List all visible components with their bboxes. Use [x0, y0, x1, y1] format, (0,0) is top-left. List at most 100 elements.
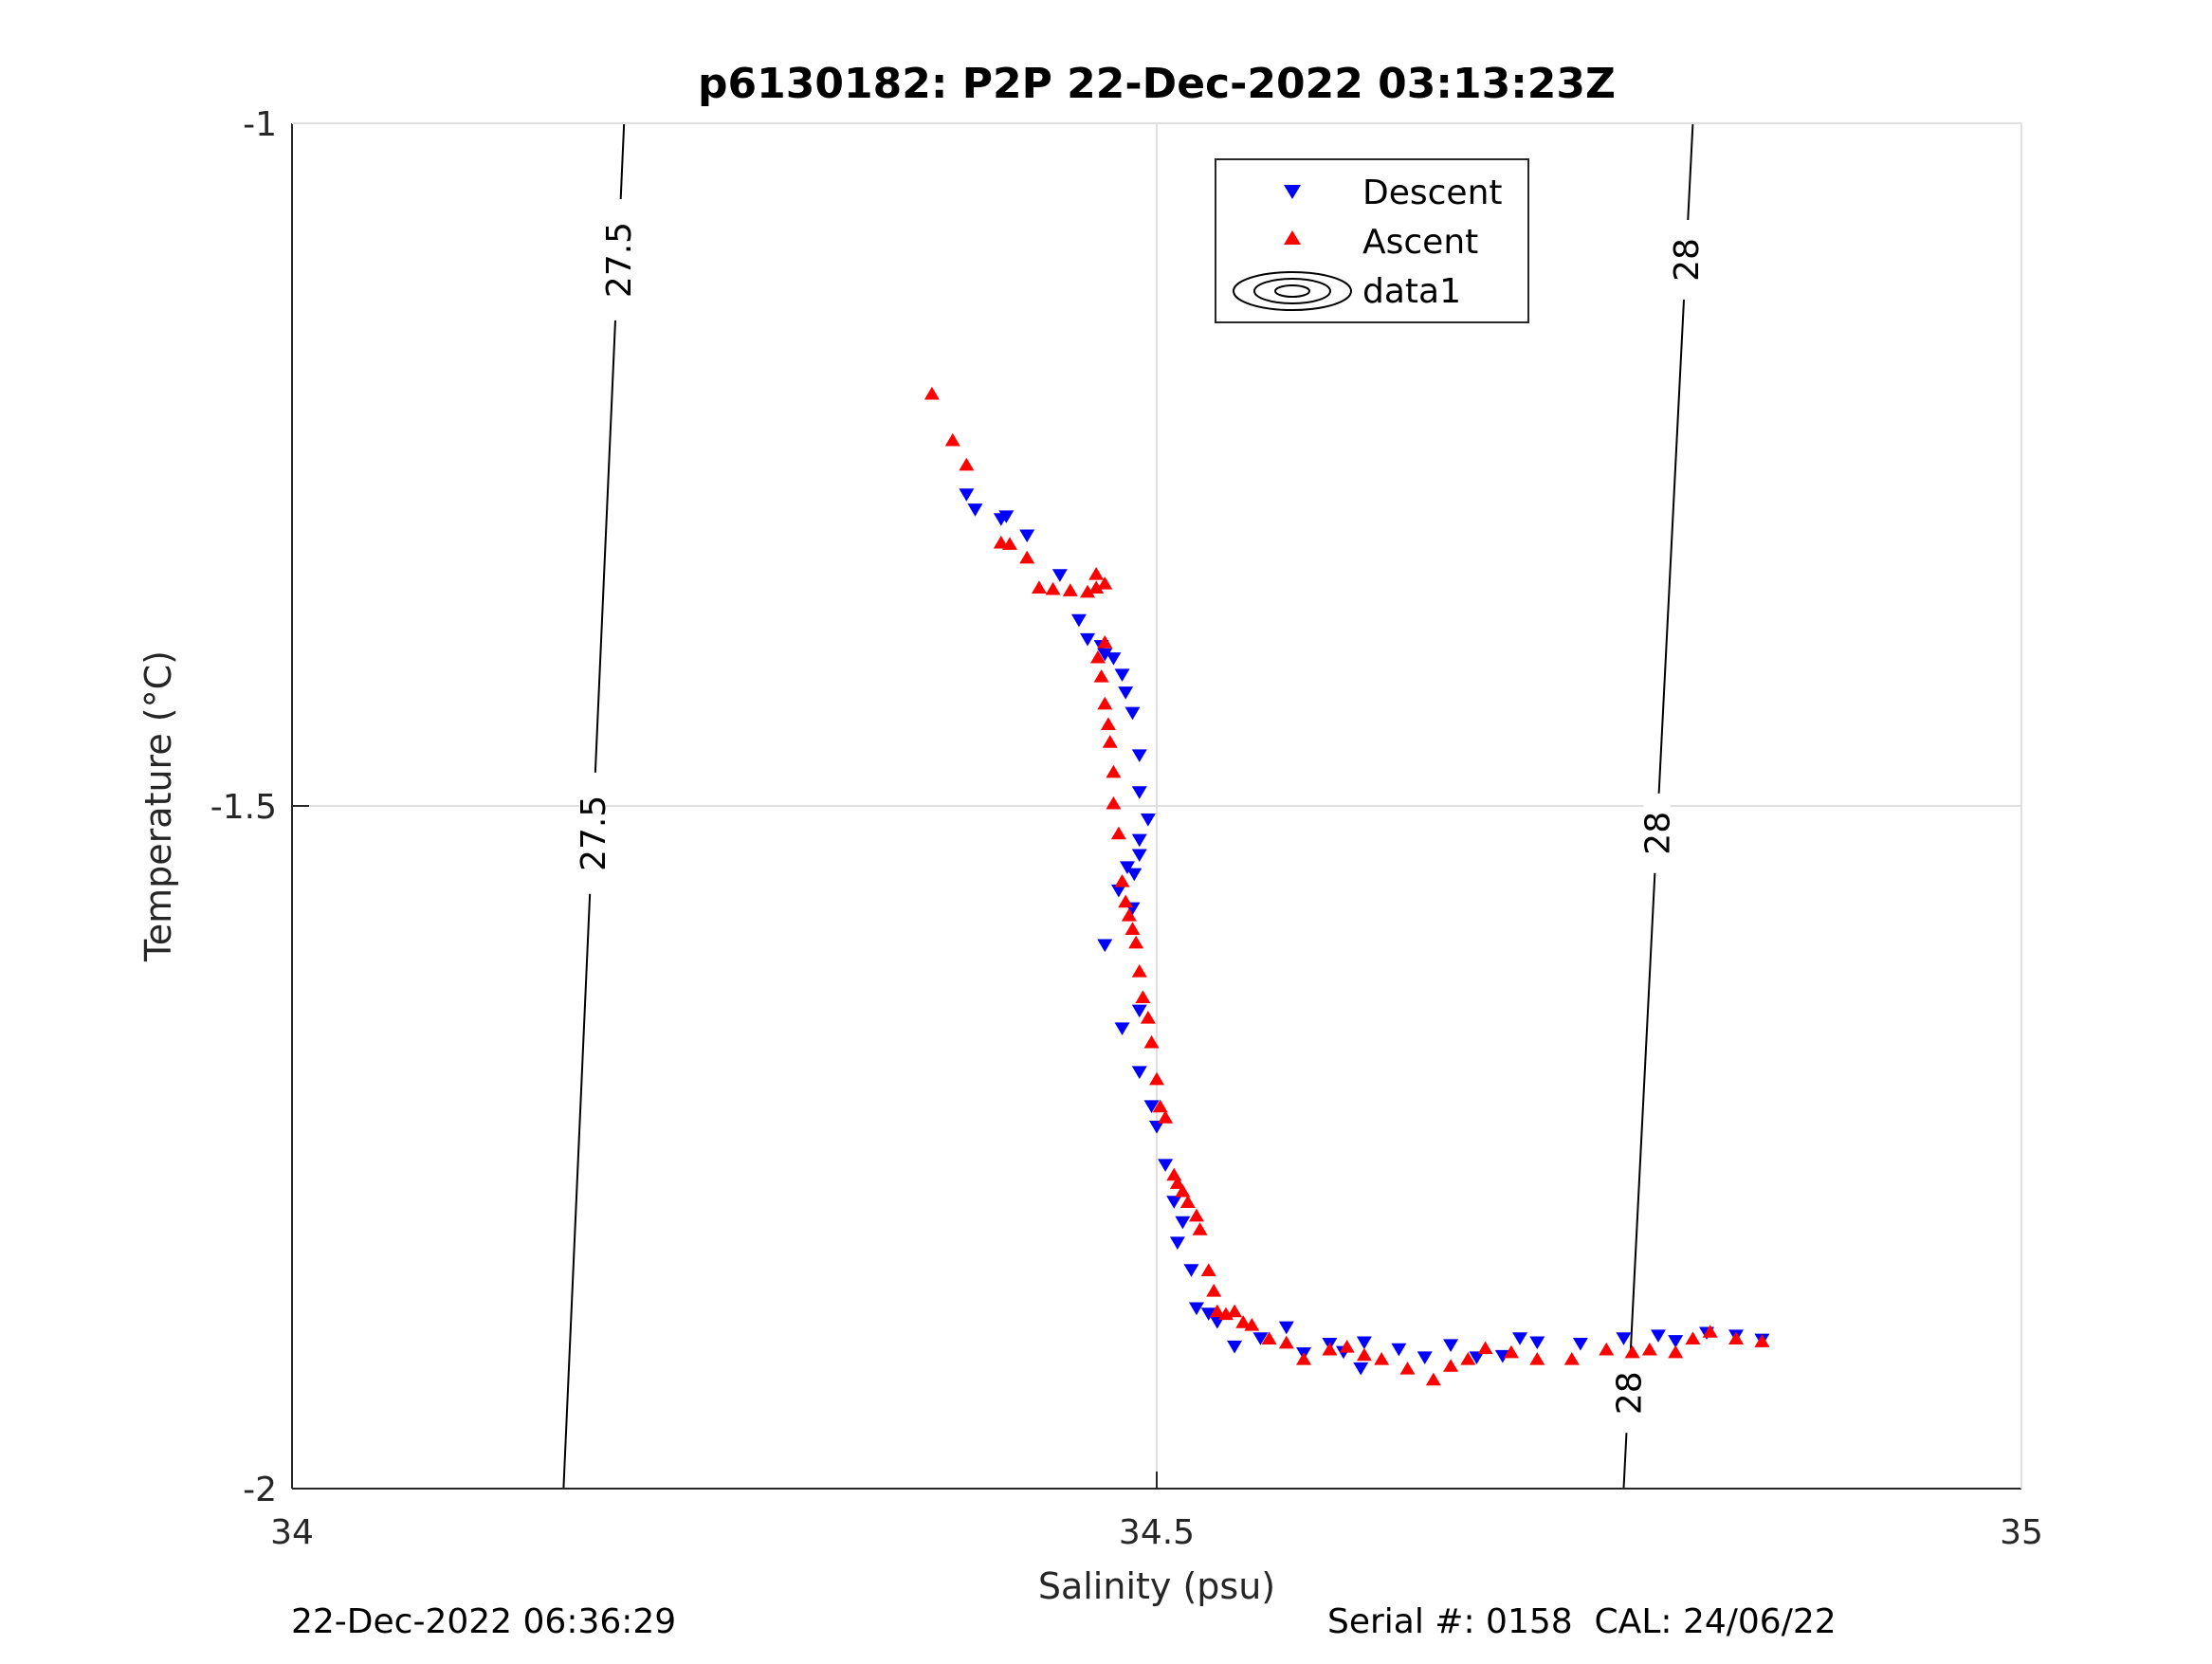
ascent-point — [1093, 669, 1109, 683]
contour-label: 28 — [1611, 1371, 1650, 1415]
descent-point — [1124, 706, 1141, 721]
y-tick-label: -2 — [243, 1471, 277, 1509]
ascent-point — [1244, 1318, 1260, 1331]
ascent-point — [1443, 1359, 1459, 1372]
contour-label: 27.5 — [600, 222, 639, 298]
ascent-point — [1425, 1372, 1441, 1386]
legend-ascent-marker — [1284, 230, 1301, 245]
descent-point — [1616, 1332, 1632, 1345]
ascent-point — [1278, 1335, 1294, 1349]
ascent-point — [1100, 717, 1116, 730]
descent-point — [1119, 861, 1135, 874]
descent-point — [1469, 1351, 1485, 1364]
descent-point — [1494, 1349, 1510, 1363]
contour-label: 27.5 — [575, 795, 613, 871]
descent-point — [1572, 1337, 1588, 1351]
ascent-point — [1045, 581, 1061, 595]
descent-point — [1169, 1236, 1185, 1250]
descent-point — [1650, 1329, 1666, 1343]
ascent-point — [1097, 696, 1113, 710]
descent-point — [1143, 1100, 1160, 1113]
ascent-point — [1641, 1342, 1657, 1356]
ascent-point — [1114, 874, 1130, 887]
ascent-point — [1529, 1352, 1545, 1365]
ascent-point — [1169, 1176, 1185, 1189]
x-tick-label: 35 — [2000, 1513, 2043, 1552]
ascent-point — [1261, 1331, 1277, 1344]
tick-labels: 34 34.5 35 -2 -1.5 -1 — [210, 105, 2043, 1552]
y-tick-label: -1.5 — [210, 788, 277, 827]
legend-descent-label: Descent — [1362, 174, 1503, 212]
descent-point — [1114, 1022, 1130, 1035]
contour-label-gap — [1615, 1353, 1642, 1434]
ascent-point — [1143, 1034, 1160, 1049]
contour-label-gap — [604, 199, 631, 320]
legend-box — [1215, 158, 1529, 323]
ascent-point — [1097, 635, 1113, 649]
ascent-point — [1135, 990, 1151, 1003]
ascent-point — [1296, 1352, 1312, 1365]
ascent-point — [1728, 1331, 1745, 1344]
descent-point — [1227, 1340, 1243, 1354]
ascent-point — [1685, 1331, 1701, 1344]
descent-point — [1106, 652, 1122, 666]
x-tick-label: 34.5 — [1119, 1513, 1195, 1552]
legend-contour-icon-inner — [1274, 284, 1310, 298]
ascent-point — [1339, 1340, 1355, 1353]
descent-point — [1131, 786, 1147, 799]
ascent-point — [1102, 735, 1118, 748]
ascent-point — [1089, 649, 1106, 664]
ascent-point — [959, 457, 975, 471]
descent-point — [998, 510, 1015, 523]
ascent-point — [1227, 1304, 1243, 1318]
ascent-point — [1175, 1183, 1191, 1198]
axes — [291, 122, 2022, 1490]
ascent-point — [1062, 583, 1078, 596]
descent-point — [1183, 1264, 1199, 1277]
descent-point — [1200, 1307, 1216, 1321]
ascent-point — [1460, 1352, 1476, 1365]
ascent-point — [1106, 795, 1122, 810]
density-contours: 27.5 27.5 28 28 28 — [562, 122, 1707, 1490]
ascent-point — [1118, 894, 1134, 908]
descent-point — [1356, 1336, 1372, 1350]
ascent-point — [1152, 1099, 1168, 1113]
ascent-point — [1106, 764, 1122, 778]
legend-contour-icon-outer — [1233, 271, 1352, 311]
descent-point — [1158, 1159, 1174, 1172]
descent-point — [1443, 1339, 1459, 1352]
chart-title: p6130182: P2P 22-Dec-2022 03:13:23Z — [698, 60, 1616, 108]
contour-label: 28 — [1639, 812, 1678, 855]
ascent-point — [1754, 1334, 1770, 1347]
ascent-point — [1124, 922, 1141, 935]
descent-point — [1175, 1216, 1191, 1230]
ascent-point — [1399, 1362, 1416, 1375]
ascent-point — [1128, 935, 1144, 949]
descent-point — [1278, 1321, 1294, 1335]
ascent-point — [1031, 580, 1047, 594]
y-axis-label: Temperature (°C) — [137, 650, 179, 962]
ascent-point — [1599, 1342, 1615, 1356]
legend-contour-icon-middle — [1253, 278, 1331, 304]
legend-ascent-label: Ascent — [1362, 223, 1478, 262]
descent-point — [1097, 939, 1113, 953]
ascent-point — [1235, 1315, 1252, 1328]
descent-point — [1110, 884, 1126, 898]
ascent-point — [1702, 1325, 1718, 1338]
ascent-point — [1158, 1110, 1174, 1124]
ascent-point — [1080, 584, 1096, 598]
ascent-point — [1097, 576, 1113, 590]
contour-label-gap — [1673, 220, 1700, 300]
contour-label-gap — [579, 772, 607, 894]
legend-data1-label: data1 — [1362, 272, 1461, 311]
ascent-point — [1668, 1344, 1684, 1359]
descent-point — [1417, 1351, 1433, 1364]
descent-point — [1131, 833, 1147, 848]
descent-point — [1019, 529, 1035, 543]
footer-serial-cal: Serial #: 0158 CAL: 24/06/22 — [1327, 1602, 1837, 1641]
ascent-point — [1356, 1347, 1372, 1362]
ascent-point — [1563, 1352, 1580, 1365]
ascent-point — [923, 386, 940, 400]
ascent-point — [1624, 1344, 1640, 1359]
